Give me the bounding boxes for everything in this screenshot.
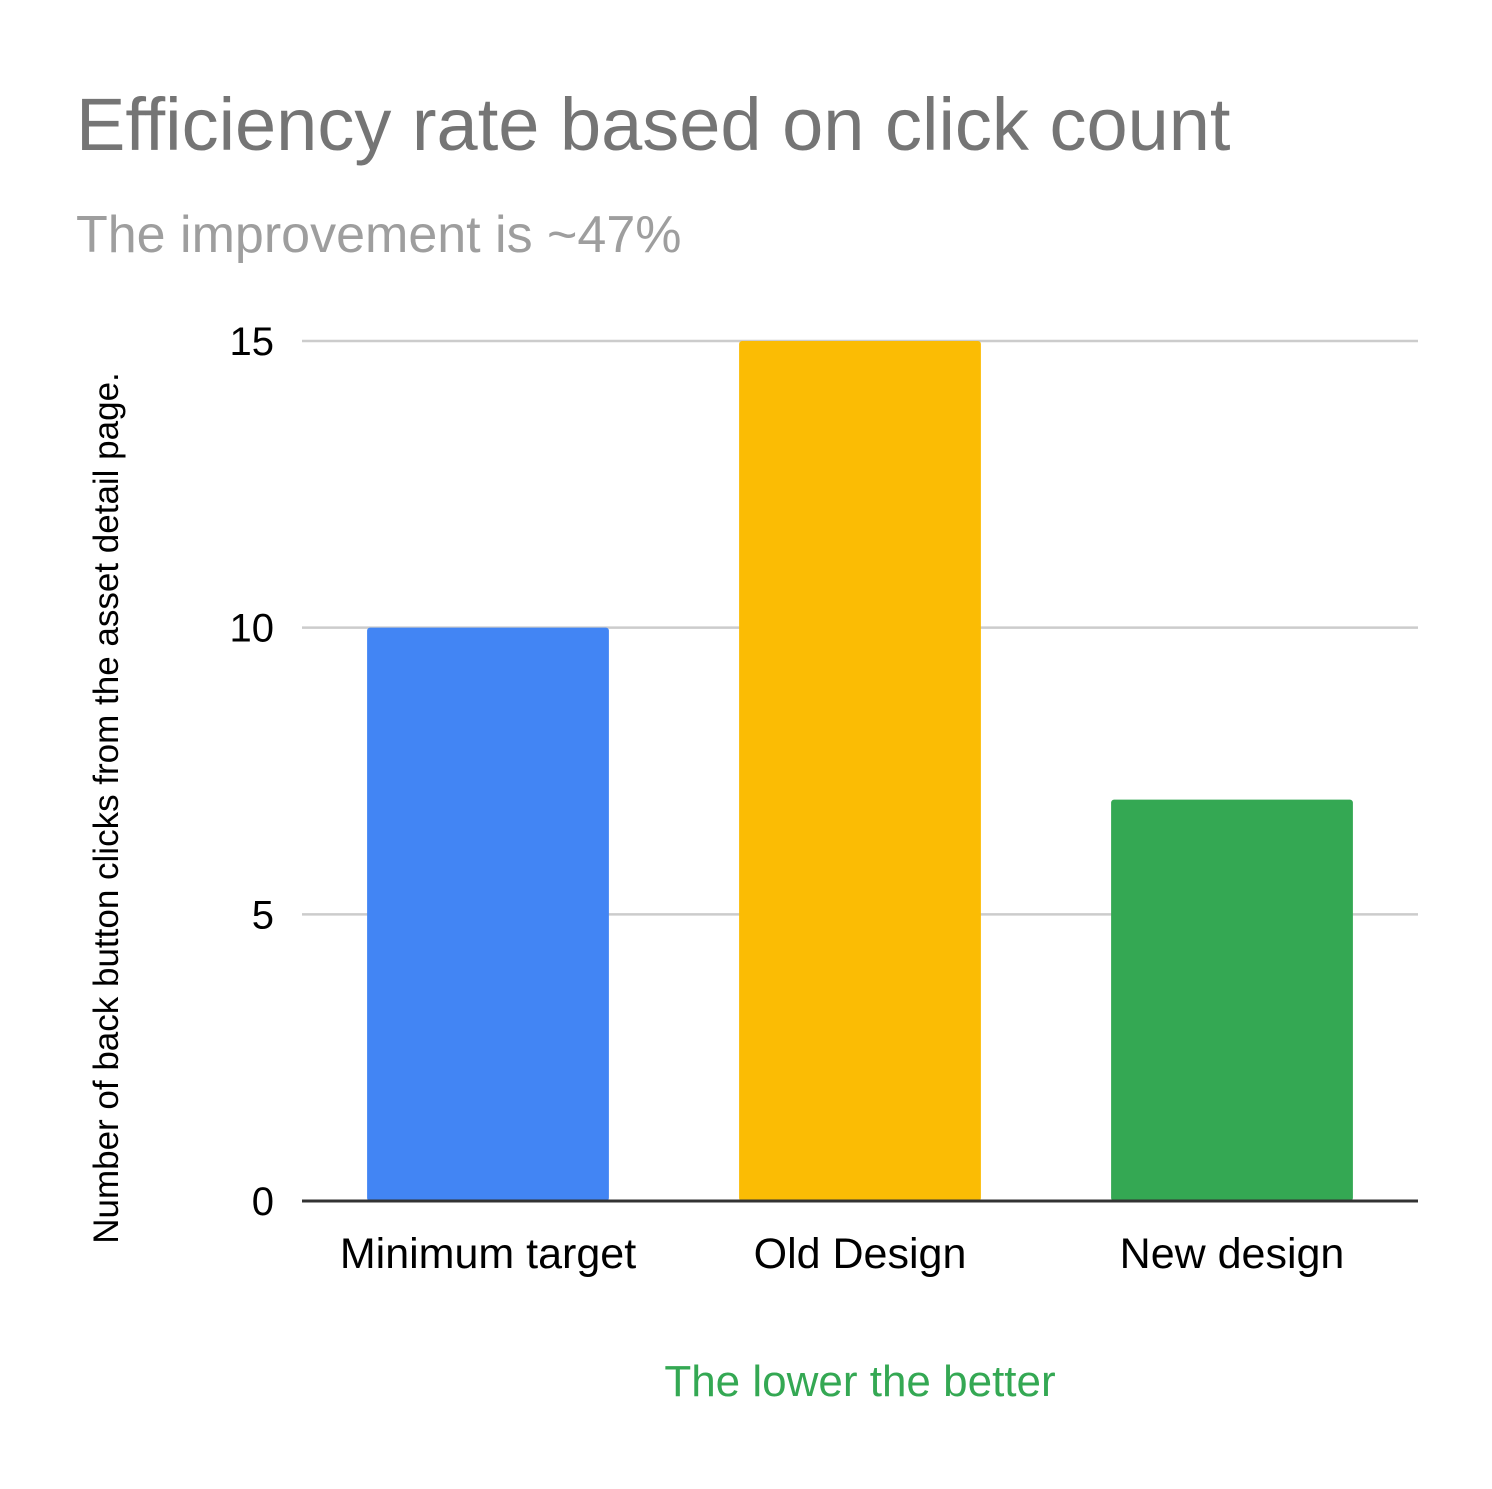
x-axis-label: The lower the better <box>664 1357 1055 1406</box>
x-tick-label: New design <box>1120 1230 1345 1278</box>
y-axis-label: Number of back button clicks from the as… <box>87 372 126 1244</box>
y-tick-labels: 0 5 10 15 <box>230 320 275 1224</box>
bar-new-design <box>1111 799 1353 1201</box>
bar-old-design <box>739 341 981 1201</box>
x-tick-label: Old Design <box>754 1230 967 1278</box>
y-tick-label: 0 <box>252 1180 274 1224</box>
bars <box>367 341 1353 1201</box>
x-tick-label: Minimum target <box>340 1230 636 1278</box>
y-tick-label: 15 <box>230 320 275 364</box>
x-tick-labels: Minimum target Old Design New design <box>340 1230 1344 1278</box>
bar-minimum-target <box>367 627 609 1201</box>
y-tick-label: 10 <box>230 607 275 651</box>
y-tick-label: 5 <box>252 893 274 937</box>
chart-title: Efficiency rate based on click count <box>76 83 1231 166</box>
chart-subtitle: The improvement is ~47% <box>76 206 682 264</box>
